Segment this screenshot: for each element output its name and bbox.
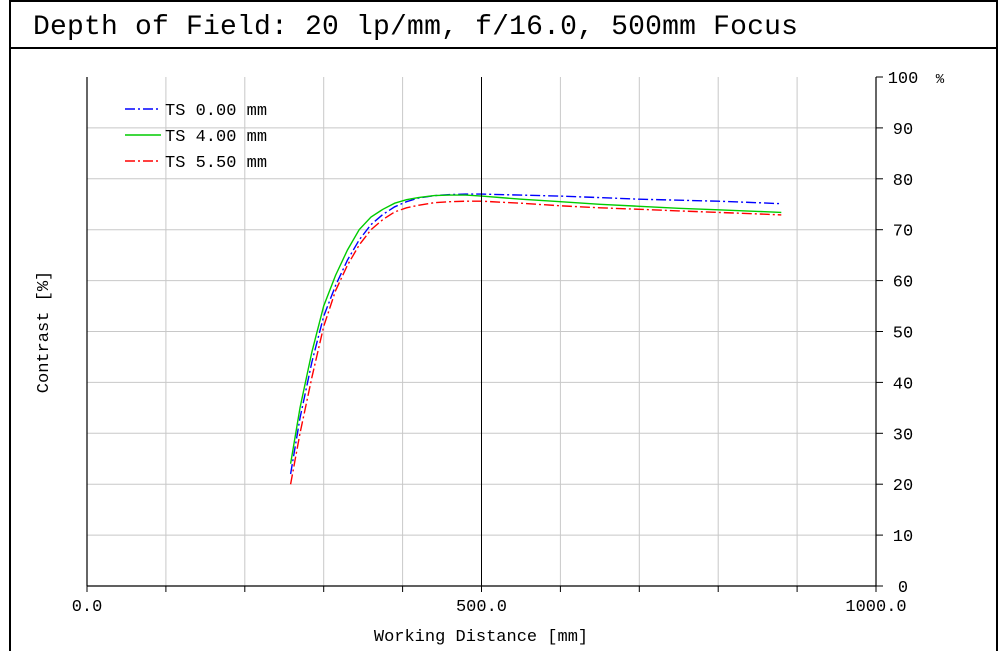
series-layer [289,193,782,485]
y-tick-label: 0 [898,579,908,598]
y-tick-label: 40 [893,375,913,394]
y-tick-label: 60 [893,274,913,293]
axes: 0.0 500.0 1000.00 10 20 30 40 50 60 70 80 90 100% [72,70,945,617]
y-tick-label: 10 [893,528,913,547]
y-tick-label: 80 [893,172,913,191]
y-unit-label: % [936,72,945,88]
chart-title: Depth of Field: 20 lp/mm, f/16.0, 500mm … [33,12,799,43]
x-tick-label: 500.0 [456,598,507,617]
series-line-ts-5-50-mm [289,200,782,485]
y-tick-label: 70 [893,223,913,242]
legend: TS 0.00 mm TS 4.00 mm TS 5.50 mm [125,102,267,173]
title-band: Depth of Field: 20 lp/mm, f/16.0, 500mm … [11,2,996,49]
legend-label: TS 4.00 mm [165,128,267,147]
y-tick-label: 20 [893,477,913,496]
legend-label: TS 0.00 mm [165,102,267,121]
y-tick-label: 100 [888,70,919,89]
legend-label: TS 5.50 mm [165,154,267,173]
y-tick-label: 50 [893,325,913,344]
y-axis-label: Contrast [%] [35,271,54,393]
series-line-ts-0-00-mm [289,193,782,475]
y-tick-label: 30 [893,426,913,445]
x-tick-label: 0.0 [72,598,103,617]
chart-frame [9,0,998,651]
series-line-ts-4-00-mm [289,194,782,464]
x-axis-label: Working Distance [mm] [374,628,588,647]
y-tick-label: 90 [893,121,913,140]
x-tick-label: 1000.0 [845,598,906,617]
